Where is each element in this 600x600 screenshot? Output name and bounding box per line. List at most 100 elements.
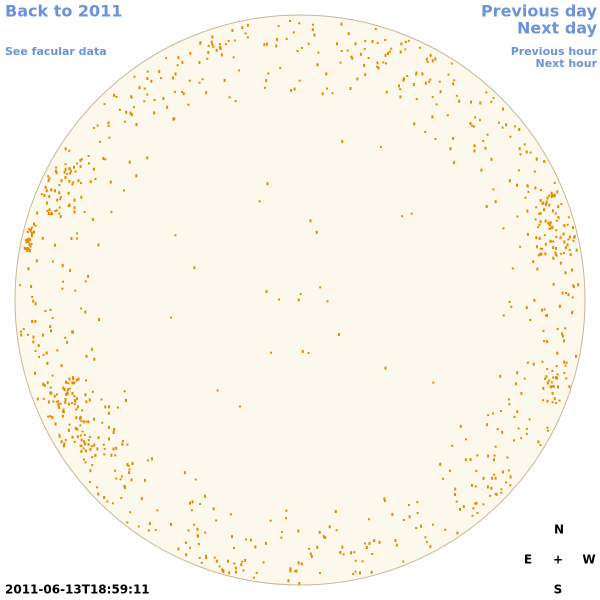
facula [537,226,540,229]
facula [197,543,200,545]
facula [129,511,132,514]
facula [516,410,519,414]
facula [307,352,310,354]
facula [55,171,58,175]
facula [412,83,415,86]
facula [74,170,77,173]
facula [539,247,542,250]
facula [212,45,215,48]
facula [575,354,577,358]
facula [490,100,493,103]
facula [548,194,551,197]
facula [473,149,476,153]
facula [571,312,573,315]
facula [548,203,551,207]
facula [523,143,526,146]
facula [577,283,580,287]
facula [116,406,119,409]
facula [43,193,46,197]
facula [318,530,321,534]
facula [546,381,549,385]
facula [546,399,549,403]
facula [263,43,266,47]
facula [23,246,26,249]
facula [135,174,138,178]
facula [73,198,76,202]
facula [20,333,23,337]
facula [27,267,30,271]
facula [91,390,94,393]
next-day-link[interactable]: Next day [517,19,598,38]
facula [482,476,485,480]
facula [220,53,223,57]
facula [233,562,236,565]
facula [309,552,312,556]
facular-link[interactable]: See facular data [5,45,107,58]
previous-hour-link[interactable]: Previous hour [511,45,598,58]
facula [107,411,110,415]
facula [103,496,106,499]
facula [546,429,549,432]
facula [97,243,100,247]
facula [126,443,129,446]
facula [47,212,50,215]
facula [56,198,59,202]
facula [525,432,528,435]
facula [48,195,51,199]
facula [569,253,572,257]
facula [425,57,428,61]
facula [81,409,84,412]
back-link[interactable]: Back to 2011 [5,2,122,21]
facula [492,97,495,99]
facula [434,57,437,61]
facula [534,218,537,221]
facula [487,454,490,458]
facula [296,50,299,53]
facula [177,547,180,551]
facula [368,518,370,521]
facula [104,405,107,409]
facula [125,398,127,402]
facula [240,563,243,567]
facula [93,417,95,421]
facula [154,528,157,531]
facula [32,335,35,339]
facula [27,247,30,251]
facula [51,416,54,419]
facula [227,559,229,563]
facula [416,511,419,514]
facula [454,493,456,496]
facula [568,385,571,389]
facula [449,469,451,472]
facula [43,384,46,387]
facula [559,236,562,240]
facula [26,231,29,233]
facula [509,484,512,487]
facula [30,243,33,246]
facula [548,223,551,227]
facula [400,42,403,46]
facula [285,509,288,512]
facula [452,82,455,86]
facula [88,398,91,402]
facula [478,119,481,122]
facula [316,545,319,549]
facula [390,47,393,50]
facula [107,125,110,127]
next-hour-link[interactable]: Next hour [536,57,598,70]
facula [567,293,570,297]
facula [188,79,191,82]
facula [79,307,82,310]
facula [266,42,268,46]
facula [550,381,553,384]
previous-day-link[interactable]: Previous day [481,2,598,21]
facula [317,51,320,54]
facula [490,486,493,490]
facula [62,280,65,283]
facula [196,527,199,531]
facula [406,75,409,77]
facula [485,423,488,427]
facula [555,254,558,257]
facula [119,478,122,481]
facula [507,469,510,472]
